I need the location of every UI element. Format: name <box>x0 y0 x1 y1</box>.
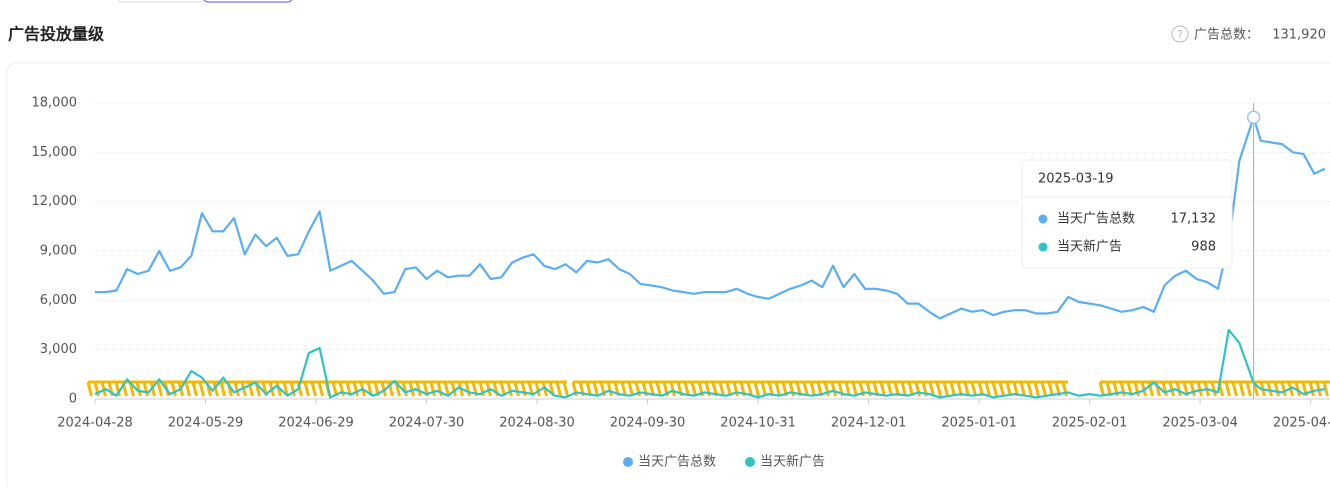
x-tick-label: 2024-04-28 <box>57 416 133 431</box>
y-tick-label: 9,000 <box>40 244 77 259</box>
y-tick-label: 6,000 <box>40 293 77 308</box>
tooltip-value: 17,132 <box>1171 212 1217 227</box>
x-tick-label: 2024-07-30 <box>389 416 465 431</box>
tab[interactable] <box>117 0 205 3</box>
x-tick-label: 2024-09-30 <box>610 416 686 431</box>
section-title: 广告投放量级 <box>8 25 105 44</box>
series-line <box>95 116 1326 320</box>
tooltip-dot <box>1038 214 1048 224</box>
legend-label: 当天广告总数 <box>638 455 716 470</box>
tooltip: 2025-03-19 当天广告总数 17,132 当天新广告 988 <box>1021 159 1233 269</box>
tooltip-value: 988 <box>1191 240 1216 255</box>
x-tick-label: 2025-03-04 <box>1162 416 1238 431</box>
y-tick-label: 0 <box>69 392 77 407</box>
help-icon[interactable] <box>1171 25 1189 43</box>
x-tick-label: 2025-04-04 <box>1273 416 1330 431</box>
legend-dot <box>745 457 755 467</box>
tooltip-name: 当天广告总数 <box>1057 212 1135 227</box>
x-tick-label: 2024-06-29 <box>278 416 354 431</box>
x-tick-label: 2025-01-01 <box>941 416 1017 431</box>
series-line <box>94 328 1326 399</box>
total-value: 131,920 <box>1272 28 1326 43</box>
tooltip-date: 2025-03-19 <box>1038 172 1114 187</box>
x-tick-label: 2025-02-01 <box>1052 416 1128 431</box>
x-tick-label: 2024-10-31 <box>720 416 796 431</box>
chart-card <box>6 62 1330 491</box>
tab-active[interactable] <box>203 0 293 3</box>
hover-point <box>1246 110 1261 125</box>
legend-label: 当天新广告 <box>760 454 825 470</box>
y-tick-label: 3,000 <box>40 342 77 357</box>
y-tick-label: 18,000 <box>32 96 78 111</box>
x-tick-label: 2024-05-29 <box>168 416 244 431</box>
y-tick-label: 15,000 <box>32 145 78 160</box>
x-tick-label: 2024-12-01 <box>831 416 907 431</box>
tooltip-name: 当天新广告 <box>1057 239 1122 255</box>
tooltip-box <box>1021 159 1233 269</box>
y-tick-label: 12,000 <box>32 194 78 209</box>
tooltip-dot <box>1038 242 1048 252</box>
x-tick-label: 2024-08-30 <box>499 416 575 431</box>
legend-dot <box>623 457 633 467</box>
help-icon-mark: ? <box>1177 28 1183 41</box>
total-label: 广告总数： <box>1194 28 1259 43</box>
